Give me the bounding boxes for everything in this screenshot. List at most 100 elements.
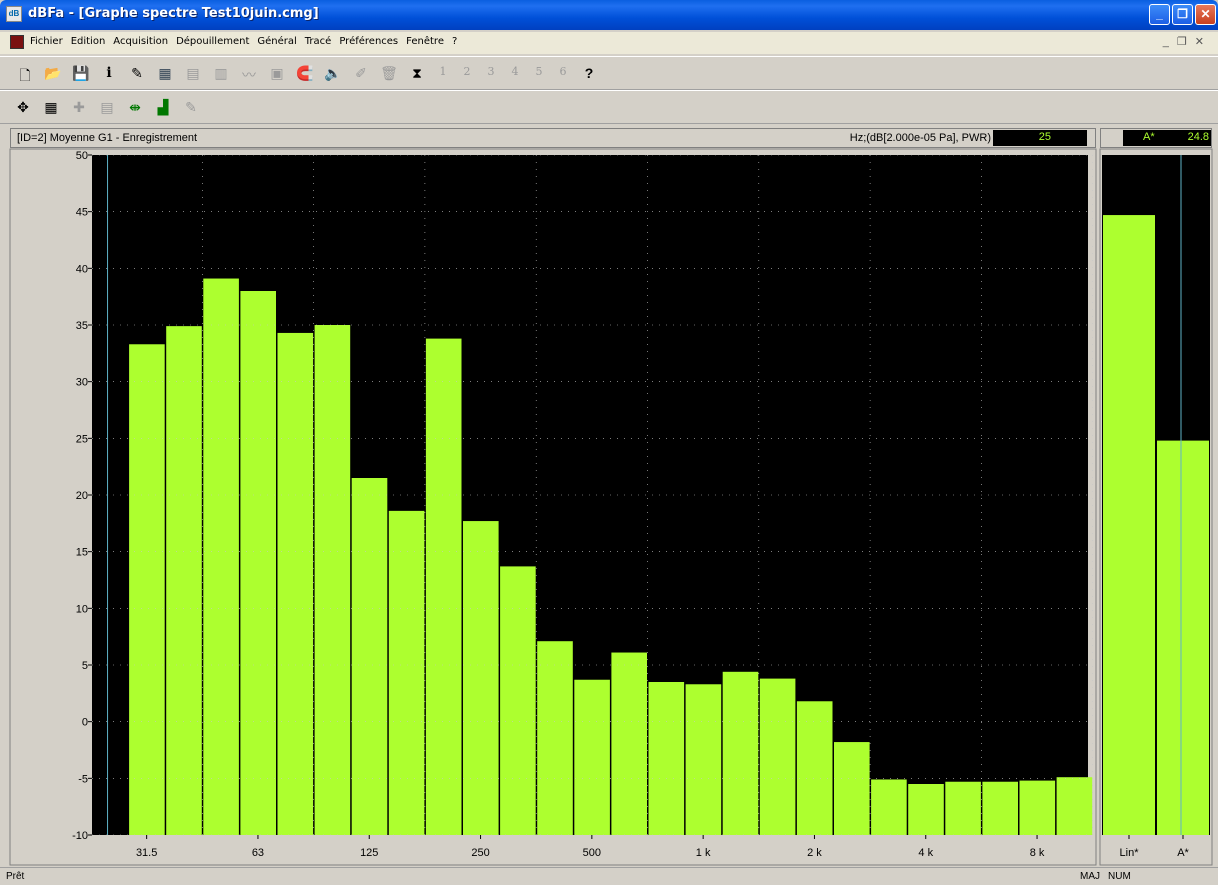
x-tick-label: 8 k — [1030, 847, 1045, 859]
menu-item-2[interactable]: Acquisition — [113, 36, 169, 47]
dbfa-app-icon[interactable]: dB — [6, 6, 22, 22]
open-folder-icon[interactable]: 📂 — [44, 65, 62, 81]
menu-item-7[interactable]: Fenêtre — [406, 36, 444, 47]
bar-630 — [611, 652, 647, 835]
bars-icon[interactable]: ▟ — [157, 99, 169, 115]
move-icon[interactable]: ✥ — [17, 99, 29, 115]
chart-settings-icon[interactable]: ▦ — [44, 99, 58, 115]
menu-item-5[interactable]: Tracé — [304, 36, 332, 47]
x-tick-label: 250 — [471, 847, 489, 859]
y-tick-label: 20 — [76, 490, 88, 502]
bar-800 — [648, 682, 685, 835]
bar-200 — [425, 338, 462, 835]
y-tick-label: 5 — [82, 660, 88, 672]
bar-125 — [351, 478, 388, 835]
bar-1 k — [685, 684, 722, 835]
pencil-icon[interactable]: ✎ — [131, 65, 143, 81]
chart-header: [ID=2] Moyenne G1 - Enregistrement Hz;(d… — [10, 128, 1096, 148]
status-text: Prêt — [6, 871, 25, 882]
preset-2-button[interactable]: 2 — [463, 65, 471, 78]
chart-header-label: [ID=2] Moyenne G1 - Enregistrement — [17, 132, 198, 144]
menu-item-1[interactable]: Edition — [70, 36, 106, 47]
bar-2.5 k — [834, 742, 870, 835]
side-bar-Lin* — [1103, 215, 1155, 836]
mdi-minimize-icon[interactable]: _ — [1162, 36, 1177, 48]
help-icon[interactable]: ? — [584, 65, 594, 81]
side-x-tick-label: Lin* — [1120, 847, 1140, 859]
bar-40 — [166, 326, 202, 835]
y-tick-label: 15 — [76, 547, 88, 559]
bar-80 — [277, 332, 314, 835]
bar-50 — [203, 278, 239, 835]
preset-6-button[interactable]: 6 — [559, 65, 567, 78]
pipette-icon[interactable]: ✎ — [185, 99, 197, 115]
fit-icon[interactable]: ⇼ — [129, 99, 141, 115]
menu-items: Fichier Edition Acquisition Dépouillement Gé… — [30, 36, 457, 47]
grid-icon[interactable]: ▤ — [186, 65, 200, 81]
x-tick-label: 63 — [252, 847, 264, 859]
bar-10 k — [1056, 777, 1093, 835]
info-icon[interactable]: i — [106, 65, 112, 81]
preset-5-button[interactable]: 5 — [535, 65, 543, 78]
menu-item-6[interactable]: Préférences — [339, 36, 399, 47]
preset-1-button[interactable]: 1 — [439, 65, 447, 78]
x-tick-label: 2 k — [807, 847, 822, 859]
mdi-restore-icon[interactable]: ❐ — [1176, 36, 1195, 48]
y-tick-label: 45 — [76, 207, 88, 219]
bar-4 k — [908, 784, 944, 835]
bar-315 — [500, 566, 536, 835]
edit-icon[interactable]: ✐ — [355, 65, 367, 81]
trash-icon[interactable]: 🗑 — [380, 65, 398, 81]
minimize-icon[interactable]: _ — [1149, 4, 1170, 25]
bar-31.5 — [129, 344, 165, 835]
zoom-window-icon[interactable]: ▤ — [100, 99, 114, 115]
y-tick-label: 35 — [76, 320, 88, 332]
new-file-icon[interactable]: 🗋 — [19, 67, 31, 83]
bar-6.3 k — [982, 781, 1018, 835]
side-value: 24.8 — [1187, 131, 1209, 143]
crosshair-icon[interactable]: ✚ — [73, 99, 85, 115]
x-tick-label: 500 — [583, 847, 601, 859]
magnet-icon[interactable]: 🧲 — [296, 65, 314, 81]
bar-63 — [240, 291, 276, 835]
window-title: dBFa - [Graphe spectre Test10juin.cmg] — [28, 6, 319, 21]
x-tick-label: 31.5 — [136, 847, 157, 859]
y-tick-label: 50 — [76, 150, 88, 162]
calculator-icon[interactable]: ▦ — [158, 65, 172, 81]
save-icon[interactable]: 💾 — [72, 65, 90, 81]
y-tick-label: 30 — [76, 377, 88, 389]
menu-item-0[interactable]: Fichier — [30, 36, 63, 47]
x-tick-label: 4 k — [918, 847, 933, 859]
bar-250 — [463, 521, 499, 835]
y-tick-label: -10 — [72, 830, 88, 842]
bar-400 — [537, 641, 573, 835]
menu-item-8[interactable]: ? — [451, 36, 458, 47]
title-bar: dB dBFa - [Graphe spectre Test10juin.cmg… — [0, 0, 1218, 30]
y-tick-label: 0 — [82, 717, 88, 729]
side-header: A* 24.8 — [1100, 128, 1212, 148]
preset-3-button[interactable]: 3 — [487, 65, 495, 78]
bar-3.15 k — [871, 779, 907, 835]
hourglass-icon[interactable]: ⧗ — [412, 65, 422, 81]
preset-4-button[interactable]: 4 — [511, 65, 519, 78]
chart-units-label: Hz;(dB[2.000e-05 Pa], PWR) — [849, 132, 991, 144]
spectrum-icon[interactable]: ▥ — [214, 65, 228, 81]
x-tick-label: 125 — [360, 847, 378, 859]
bar-1.6 k — [759, 678, 796, 835]
restore-icon[interactable]: ❐ — [1172, 4, 1193, 25]
bar-5 k — [945, 781, 981, 835]
speaker-icon[interactable]: 🔈 — [324, 65, 342, 81]
y-tick-label: 10 — [76, 603, 88, 615]
close-icon[interactable]: ✕ — [1195, 4, 1216, 25]
bar-500 — [574, 679, 610, 835]
table-icon[interactable]: ▣ — [270, 65, 284, 81]
main-toolbar: 🗋 📂 💾 i ✎ ▦ ▤ ▥ 〰 ▣ 🧲 🔈 ✐ 🗑 ⧗ 1 2 3 4 5 … — [0, 56, 1218, 90]
document-icon[interactable] — [10, 35, 24, 49]
menu-item-3[interactable]: Dépouillement — [176, 36, 250, 47]
waveform-icon[interactable]: 〰 — [242, 67, 256, 83]
x-tick-label: 1 k — [696, 847, 711, 859]
status-bar: Prêt MAJ NUM — [0, 867, 1218, 885]
mdi-close-icon[interactable]: ✕ — [1194, 36, 1212, 48]
menu-item-4[interactable]: Général — [257, 36, 297, 47]
